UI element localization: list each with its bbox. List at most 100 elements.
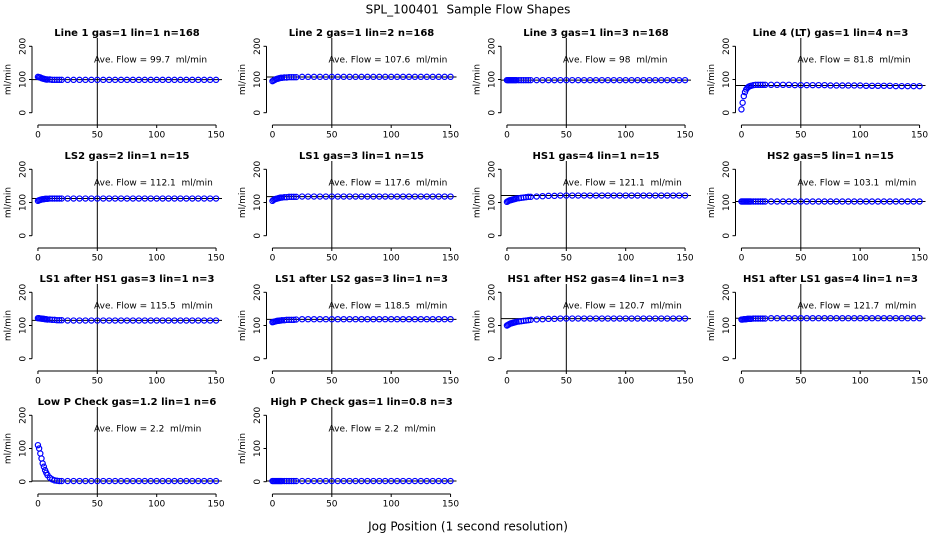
y-tick-label: 100 [19, 71, 29, 88]
figure-title: SPL_100401 Sample Flow Shapes [366, 3, 571, 17]
data-point [539, 315, 546, 323]
data-point [809, 198, 816, 205]
data-point [364, 193, 371, 200]
x-tick-label: 50 [92, 500, 104, 510]
data-point [411, 73, 419, 81]
data-point [773, 198, 781, 205]
data-point [622, 76, 629, 84]
data-point [856, 314, 864, 322]
data-point [94, 317, 101, 324]
data-point [35, 445, 43, 452]
data-point [88, 195, 95, 202]
data-point [839, 314, 846, 322]
data-point [340, 193, 347, 200]
data-point [316, 193, 324, 200]
data-point [159, 195, 166, 202]
data-point [212, 195, 220, 202]
data-point [616, 192, 623, 199]
y-tick-label: 100 [19, 317, 29, 334]
data-point [304, 73, 312, 81]
data-point [165, 477, 172, 485]
x-tick-label: 0 [504, 377, 510, 387]
data-point [533, 193, 540, 200]
panel-title: Line 4 (LT) gas=1 lin=4 n=3 [753, 28, 909, 39]
data-point [634, 315, 641, 322]
data-point [382, 193, 389, 200]
data-point [640, 315, 647, 322]
y-axis-label: ml/min [4, 187, 14, 218]
data-point [200, 477, 208, 485]
data-point [135, 195, 143, 202]
annotation: Ave. Flow = 118.5 ml/min [329, 302, 448, 312]
data-point [382, 315, 389, 323]
data-point [70, 195, 77, 202]
y-tick-label: 0 [253, 233, 263, 239]
data-point [874, 82, 882, 90]
data-point [646, 192, 653, 199]
data-point [874, 198, 882, 205]
x-tick-label: 100 [383, 131, 400, 141]
data-point [586, 315, 594, 322]
data-point [387, 193, 395, 200]
data-point [290, 73, 298, 81]
data-point [358, 315, 365, 323]
x-tick-label: 50 [326, 377, 338, 387]
data-point [56, 316, 63, 324]
data-point [358, 73, 365, 81]
panel-title: HS1 gas=4 lin=1 n=15 [533, 151, 660, 162]
data-point [358, 193, 365, 200]
x-tick-label: 50 [326, 131, 338, 141]
data-point [393, 193, 401, 200]
data-point [904, 314, 911, 322]
data-point [298, 193, 306, 200]
data-point [839, 82, 846, 89]
data-point [658, 315, 665, 322]
y-tick-label: 200 [488, 37, 498, 54]
data-point [70, 317, 77, 324]
data-point [739, 99, 746, 106]
data-point [417, 193, 425, 200]
data-point [868, 82, 876, 90]
data-point [417, 315, 425, 323]
data-point [634, 76, 641, 84]
data-point [200, 195, 208, 202]
data-point [767, 198, 775, 205]
data-point [527, 76, 534, 84]
data-point [141, 195, 149, 202]
data-point [94, 76, 101, 84]
y-tick-label: 200 [722, 283, 732, 300]
data-point [862, 314, 870, 322]
data-point [76, 195, 83, 202]
y-tick-label: 200 [19, 283, 29, 300]
data-point [189, 477, 196, 485]
data-point [868, 198, 876, 205]
data-point [76, 317, 83, 324]
data-point [563, 76, 570, 84]
data-point [898, 82, 905, 90]
x-tick-label: 0 [35, 377, 41, 387]
data-point [886, 82, 894, 90]
data-point [574, 76, 582, 84]
data-point [441, 477, 448, 485]
x-tick-label: 100 [148, 377, 165, 387]
panel-title: Low P Check gas=1.2 lin=1 n=6 [38, 397, 217, 408]
data-point [206, 477, 214, 485]
data-point [545, 315, 552, 323]
data-point [399, 73, 407, 81]
data-point [767, 81, 775, 89]
data-point [622, 192, 629, 199]
data-point [892, 82, 900, 90]
data-point [904, 82, 911, 90]
x-tick-label: 0 [504, 131, 510, 141]
data-point [898, 198, 905, 205]
data-point [340, 315, 347, 323]
data-point [759, 198, 767, 205]
data-point [153, 76, 160, 84]
data-point [658, 76, 665, 84]
x-tick-label: 0 [35, 131, 41, 141]
data-point [58, 76, 65, 84]
data-point [664, 315, 671, 322]
data-point [141, 317, 149, 324]
x-tick-label: 50 [92, 254, 104, 264]
data-point [640, 76, 647, 84]
